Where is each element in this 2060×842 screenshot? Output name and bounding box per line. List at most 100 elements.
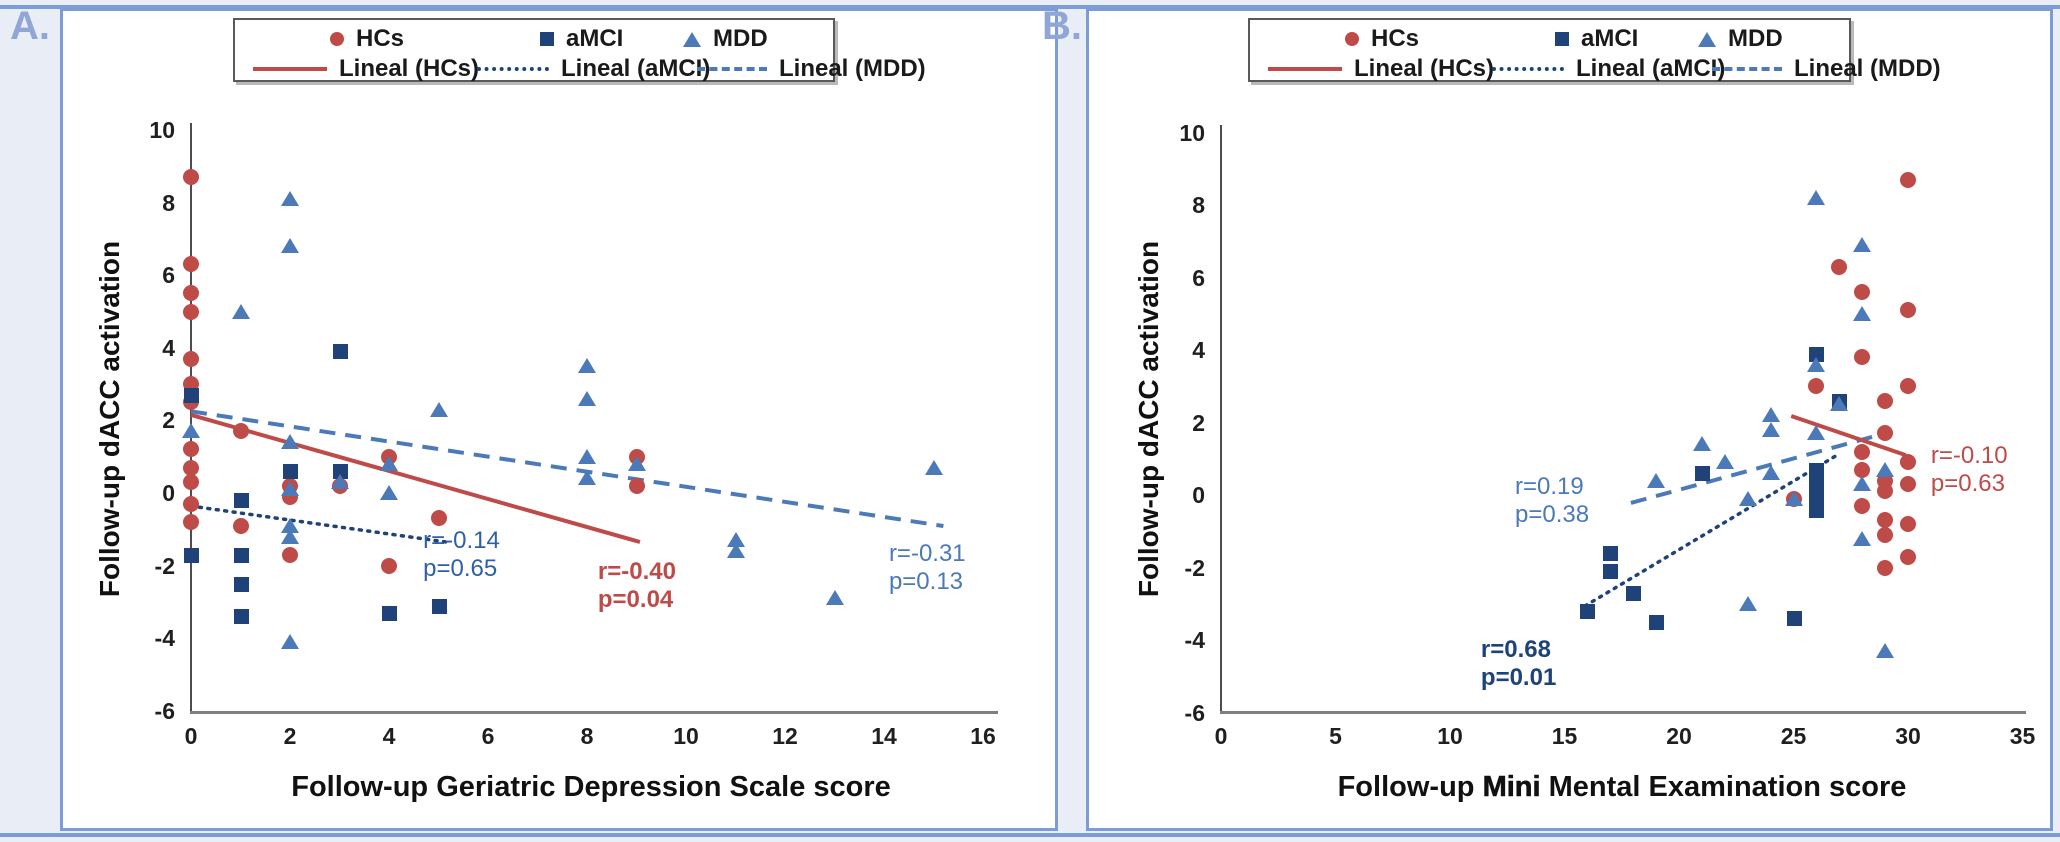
data-point-hcs xyxy=(183,285,199,302)
data-point-hcs xyxy=(1854,349,1871,366)
panel-b: HCs aMCI MDD Lineal (HCs) Lineal (aMCI) xyxy=(1086,8,2053,831)
data-point-mdd xyxy=(1761,407,1780,423)
data-point-mdd xyxy=(1761,465,1780,481)
data-point-hcs xyxy=(628,477,645,494)
data-point-amci xyxy=(1603,546,1619,561)
legend-item-hcs: HCs xyxy=(330,25,404,52)
legend-item-lineal-hcs: Lineal (HCs) xyxy=(253,55,479,82)
data-point-mdd xyxy=(182,423,200,439)
y-axis-line-a xyxy=(190,123,192,713)
data-point-mdd xyxy=(1807,356,1826,372)
x-axis-line-b xyxy=(1220,711,2026,714)
data-point-amci xyxy=(1694,466,1710,482)
data-point-hcs xyxy=(183,495,199,512)
y-tick-label: 2 xyxy=(1192,409,1205,436)
data-point-mdd xyxy=(281,190,299,206)
legend-label-lineal-hcs: Lineal (HCs) xyxy=(1354,55,1495,82)
data-point-amci xyxy=(1809,488,1825,503)
correlation-annotation-amci: r=-0.14 p=0.65 xyxy=(423,527,500,583)
y-tick-label: 6 xyxy=(1192,264,1205,291)
data-point-amci xyxy=(382,605,397,621)
data-point-amci xyxy=(1626,585,1642,601)
x-title-b-post: Mental Examination score xyxy=(1540,771,1907,803)
y-tick-label: -6 xyxy=(1184,699,1205,726)
data-point-mdd xyxy=(380,455,398,471)
legend-b: HCs aMCI MDD Lineal (HCs) Lineal (aMCI) xyxy=(1248,18,1941,82)
data-point-mdd xyxy=(578,470,596,486)
y-tick-label: 10 xyxy=(149,117,175,143)
data-point-mdd xyxy=(1761,421,1780,437)
data-point-hcs xyxy=(1900,302,1916,319)
trendline-lineal--hcs- xyxy=(1790,414,1907,458)
y-tick-label: -4 xyxy=(1184,627,1205,653)
amci-square-icon xyxy=(540,32,554,46)
data-point-hcs xyxy=(1877,483,1894,500)
x-tick-label: 10 xyxy=(673,723,699,749)
legend-label-amci: aMCI xyxy=(1581,25,1639,52)
annotation-line: r=-0.14 xyxy=(423,527,500,554)
dashed-line-icon xyxy=(697,67,767,71)
data-point-mdd xyxy=(1830,396,1849,412)
data-point-hcs xyxy=(1854,461,1871,478)
amci-square-icon xyxy=(1555,32,1569,46)
y-tick-label: 10 xyxy=(1179,119,1205,146)
data-point-hcs xyxy=(183,441,199,458)
data-point-hcs xyxy=(183,350,199,367)
data-point-mdd xyxy=(1807,189,1826,205)
y-tick-label: 0 xyxy=(162,480,175,506)
data-point-mdd xyxy=(578,448,596,464)
annotation-line: r=-0.10 xyxy=(1930,441,2008,469)
y-tick-label: -6 xyxy=(154,697,175,724)
data-point-mdd xyxy=(1715,454,1734,470)
trendline-lineal--mdd- xyxy=(1630,433,1877,505)
annotation-line: p=0.13 xyxy=(888,568,964,596)
dotted-line-icon xyxy=(477,67,549,71)
legend-item-amci: aMCI xyxy=(1555,25,1639,52)
data-point-amci xyxy=(233,547,249,563)
legend-label-amci: aMCI xyxy=(566,25,624,52)
data-point-mdd xyxy=(330,474,349,490)
legend-item-lineal-amci: Lineal (aMCI) xyxy=(477,55,710,82)
data-point-hcs xyxy=(183,459,199,476)
data-point-mdd xyxy=(281,434,299,450)
legend-item-lineal-amci: Lineal (aMCI) xyxy=(1492,55,1725,82)
legend-a-lines-row: Lineal (HCs) Lineal (aMCI) Lineal (MDD) xyxy=(235,55,926,82)
correlation-annotation-mdd: r=-0.31 p=0.13 xyxy=(889,540,966,596)
data-point-hcs xyxy=(1900,378,1916,395)
data-point-amci xyxy=(1809,502,1825,518)
data-point-amci xyxy=(283,464,298,480)
legend-item-mdd: MDD xyxy=(683,25,768,52)
data-point-hcs xyxy=(232,423,249,440)
data-point-hcs xyxy=(1877,526,1894,543)
x-tick-label: 15 xyxy=(1551,723,1578,749)
data-point-mdd xyxy=(726,543,745,559)
data-point-mdd xyxy=(1738,595,1757,611)
x-tick-label: 0 xyxy=(184,723,198,749)
correlation-annotation-mdd: r=0.19 p=0.38 xyxy=(1515,473,1589,529)
hcs-circle-icon xyxy=(330,32,344,46)
y-tick-label: -2 xyxy=(1184,554,1205,581)
data-point-mdd xyxy=(1876,461,1895,477)
data-point-hcs xyxy=(1854,497,1871,514)
trendline-lineal--hcs- xyxy=(190,413,641,544)
x-axis-title-a: Follow-up Geriatric Depression Scale sco… xyxy=(291,771,891,803)
x-tick-label: 14 xyxy=(871,723,897,749)
data-point-amci xyxy=(233,576,249,592)
data-point-hcs xyxy=(1877,559,1894,576)
trendline-lineal--mdd- xyxy=(190,409,944,529)
dashed-line-icon xyxy=(1712,67,1782,71)
data-point-hcs xyxy=(1877,425,1894,442)
legend-label-lineal-mdd: Lineal (MDD) xyxy=(779,55,926,82)
annotation-line: p=0.65 xyxy=(423,555,498,582)
data-point-mdd xyxy=(1853,530,1872,546)
data-point-amci xyxy=(1809,462,1825,478)
data-point-hcs xyxy=(183,169,199,186)
data-point-mdd xyxy=(1692,436,1711,452)
data-point-hcs xyxy=(1808,378,1825,395)
mdd-triangle-icon xyxy=(683,31,701,47)
data-point-amci xyxy=(1603,564,1619,580)
data-point-mdd xyxy=(1876,642,1895,658)
legend-a: HCs aMCI MDD Lineal (HCs) Lineal (aMCI) xyxy=(233,18,926,82)
dotted-line-icon xyxy=(1492,67,1564,71)
data-point-mdd xyxy=(825,590,844,606)
